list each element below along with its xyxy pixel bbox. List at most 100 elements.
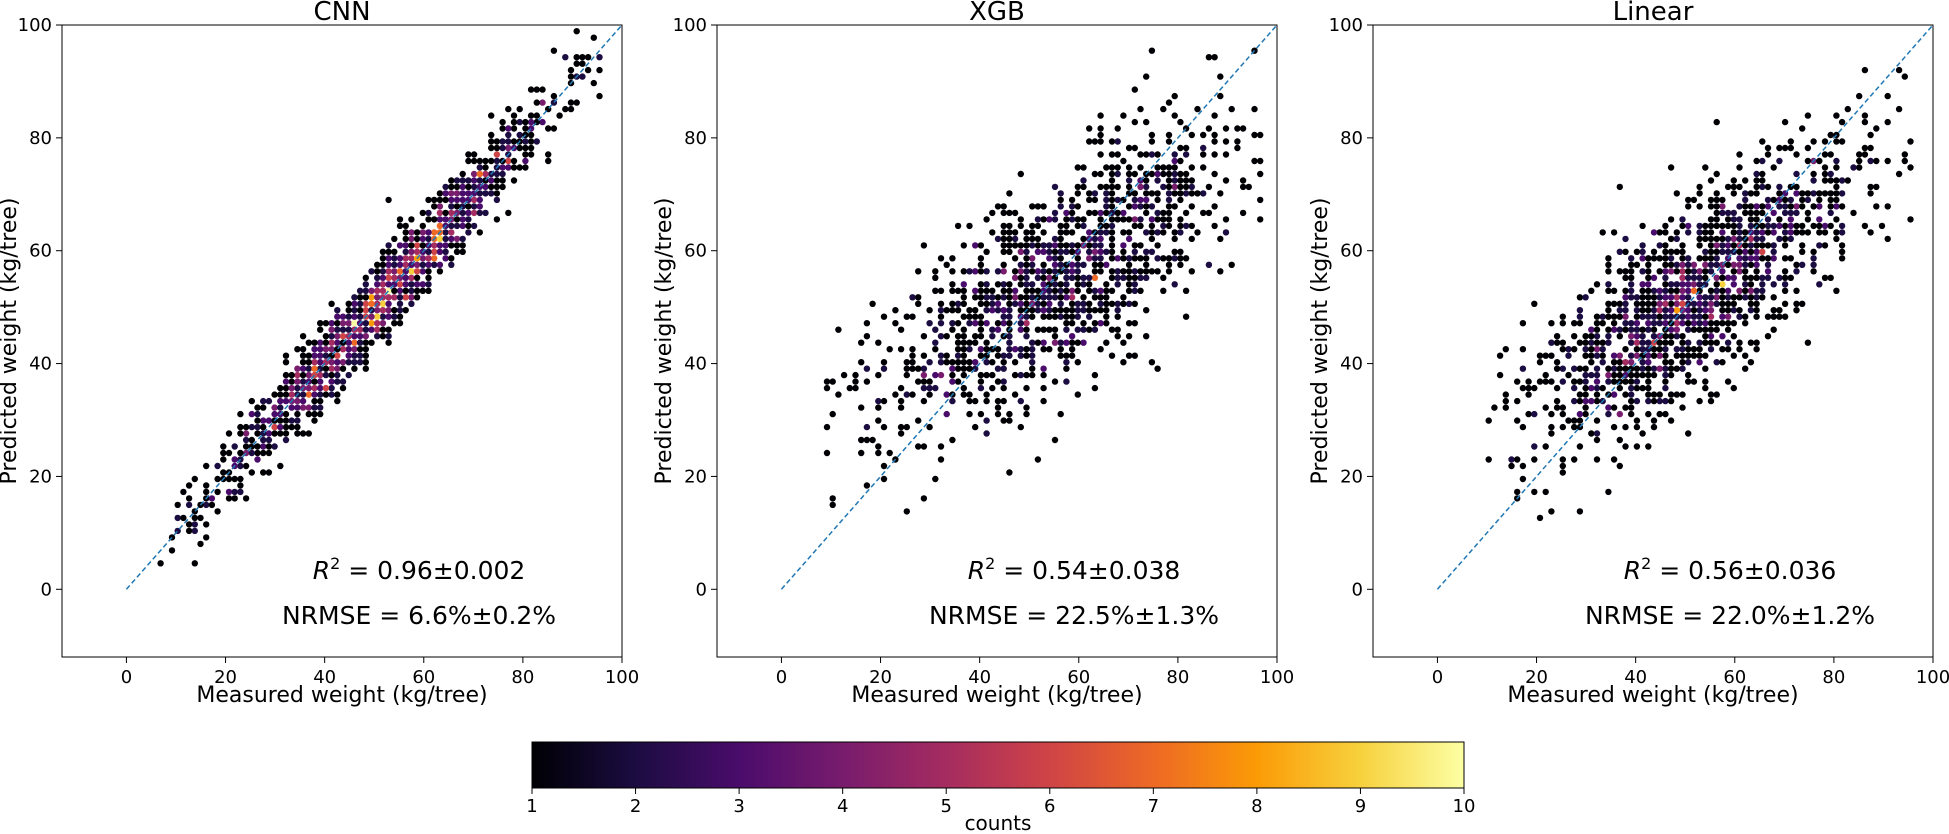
hexbin-cell — [1097, 170, 1104, 178]
hexbin-cell — [345, 313, 352, 320]
hexbin-cell — [1131, 196, 1138, 204]
hexbin-cell — [271, 430, 278, 437]
hexbin-cell — [1742, 287, 1749, 294]
hexbin-cell — [1034, 287, 1042, 294]
hexbin-cell — [1662, 339, 1669, 346]
hexbin-cell — [1011, 287, 1019, 294]
hexbin-cell — [1650, 307, 1658, 314]
hexbin-cell — [1685, 339, 1692, 346]
hexbin-cell — [909, 352, 916, 359]
hexbin-cell — [1029, 255, 1036, 262]
hexbin-cell — [1023, 287, 1030, 294]
hexbin-cell — [1662, 397, 1669, 405]
hexbin-cell — [1257, 196, 1264, 204]
hexbin-cell — [1645, 397, 1652, 405]
hexbin-cell — [1719, 268, 1726, 275]
hexbin-cell — [983, 346, 990, 353]
hexbin-cell — [436, 196, 444, 204]
hexbin-cell — [277, 384, 284, 392]
hexbin-cell — [510, 138, 518, 145]
hexbin-cell — [1696, 222, 1703, 230]
hexbin-cell — [1143, 151, 1150, 158]
hexbin-cell — [1719, 209, 1726, 217]
hexbin-cell — [1177, 118, 1184, 126]
hexbin-cell — [1719, 333, 1726, 340]
hexbin-cell — [1177, 190, 1184, 197]
hexbin-cell — [1188, 183, 1195, 191]
hexbin-cell — [994, 300, 1002, 307]
hexbin-cell — [476, 209, 483, 217]
hexbin-cell — [396, 255, 404, 262]
hexbin-cell — [1747, 216, 1755, 223]
hexbin-cell — [1667, 287, 1675, 294]
hexbin-cell — [288, 384, 295, 392]
hexbin-cell — [453, 177, 461, 184]
hexbin-cell — [897, 346, 905, 353]
hexbin-cell — [322, 352, 330, 359]
hexbin-cell — [1673, 261, 1680, 268]
hexbin-cell — [983, 430, 990, 437]
hexbin-cell — [185, 527, 193, 535]
hexbin-cell — [374, 261, 381, 268]
hexbin-cell — [1171, 170, 1178, 178]
hexbin-cell — [436, 261, 444, 268]
hexbin-cell — [362, 320, 369, 327]
hexbin-cell — [915, 443, 922, 450]
y-axis-label: Predicted weight (kg/tree) — [0, 198, 22, 485]
hexbin-cell — [339, 313, 347, 320]
hexbin-cell — [1605, 281, 1612, 288]
hexbin-cell — [1046, 294, 1053, 301]
hexbin-cell — [1662, 294, 1669, 301]
hexbin-cell — [943, 333, 950, 340]
hexbin-cell — [1211, 138, 1218, 145]
hexbin-cell — [242, 430, 250, 437]
hexbin-cell — [505, 138, 512, 145]
x-tick-label: 0 — [776, 667, 787, 688]
hexbin-cell — [1690, 300, 1698, 307]
hexbin-cell — [311, 352, 318, 359]
hexbin-cell — [1103, 196, 1110, 204]
hexbin-cell — [972, 287, 979, 294]
hexbin-cell — [1125, 164, 1133, 171]
hexbin-cell — [505, 105, 512, 113]
hexbin-cell — [1257, 131, 1264, 139]
hexbin-cell — [863, 320, 871, 327]
hexbin-cell — [425, 281, 432, 288]
hexbin-cell — [1211, 131, 1218, 139]
hexbin-cell — [1679, 216, 1686, 223]
hexbin-cell — [1091, 268, 1099, 275]
hexbin-cell — [505, 157, 512, 165]
hexbin-cell — [493, 157, 501, 165]
hexbin-cell — [299, 333, 307, 340]
hexbin-cell — [1719, 281, 1726, 288]
hexbin-cell — [1068, 339, 1076, 346]
hexbin-cell — [311, 346, 318, 353]
hexbin-cell — [1867, 131, 1874, 139]
hexbin-cell — [277, 404, 284, 411]
hexbin-cell — [1707, 261, 1715, 268]
hexbin-cell — [932, 371, 939, 379]
hexbin-cell — [408, 255, 415, 262]
hexbin-cell — [425, 274, 432, 281]
hexbin-cell — [510, 157, 518, 165]
hexbin-cell — [1747, 235, 1755, 243]
hexbin-cell — [328, 320, 335, 327]
hexbin-cell — [237, 449, 244, 457]
hexbin-cell — [1091, 384, 1099, 392]
hexbin-cell — [880, 423, 888, 431]
hexbin-cell — [345, 352, 352, 359]
hexbin-cell — [1063, 352, 1070, 359]
hexbin-cell — [972, 423, 979, 431]
hexbin-cell — [1108, 216, 1116, 223]
hexbin-cell — [1080, 300, 1087, 307]
hexbin-cell — [470, 170, 478, 178]
hexbin-cell — [835, 391, 842, 398]
hexbin-cell — [299, 359, 307, 366]
hexbin-cell — [288, 423, 295, 431]
hexbin-cell — [1616, 183, 1623, 191]
hexbin-cell — [1628, 352, 1635, 359]
hexbin-cell — [1160, 255, 1167, 262]
hexbin-cell — [1137, 183, 1144, 191]
hexbin-cell — [1103, 248, 1110, 255]
